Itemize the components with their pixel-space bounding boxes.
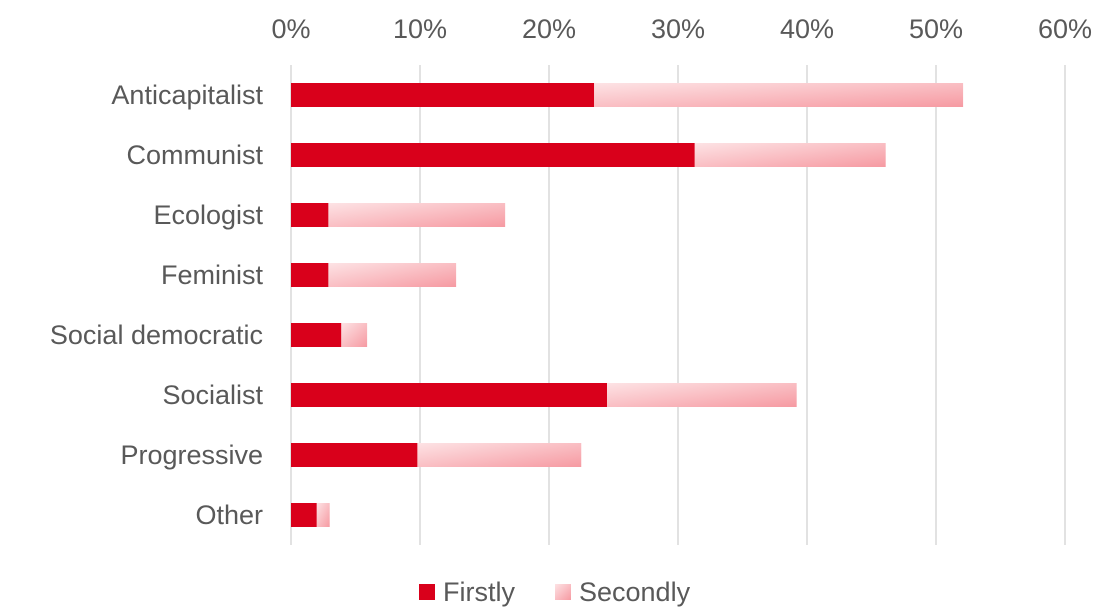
bar-firstly-communist — [291, 143, 695, 167]
bar-firstly-socialist — [291, 383, 608, 407]
bar-secondly-feminist — [328, 263, 457, 287]
bar-firstly-feminist — [291, 263, 329, 287]
category-label: Social democratic — [50, 320, 263, 350]
bar-firstly-social-democratic — [291, 323, 342, 347]
bar-secondly-socialist — [607, 383, 797, 407]
category-label: Communist — [126, 140, 263, 170]
bar-secondly-ecologist — [328, 203, 506, 227]
category-label: Anticapitalist — [111, 80, 263, 110]
bar-secondly-anticapitalist — [594, 83, 964, 107]
bar-firstly-ecologist — [291, 203, 329, 227]
x-axis-tick-labels: 0% 10% 20% 30% 40% 50% 60% — [271, 14, 1092, 44]
category-label: Progressive — [120, 440, 263, 470]
legend-label-firstly: Firstly — [443, 577, 515, 607]
category-label: Other — [195, 500, 263, 530]
x-tick-label: 10% — [393, 14, 447, 44]
x-tick-label: 40% — [780, 14, 834, 44]
bar-secondly-communist — [694, 143, 886, 167]
bar-firstly-other — [291, 503, 317, 527]
category-label: Socialist — [162, 380, 263, 410]
gridlines — [290, 65, 1066, 545]
x-tick-label: 20% — [522, 14, 576, 44]
x-tick-label: 30% — [651, 14, 705, 44]
legend-label-secondly: Secondly — [579, 577, 691, 607]
legend: Firstly Secondly — [419, 577, 691, 607]
category-label: Ecologist — [153, 200, 263, 230]
legend-swatch-firstly — [419, 584, 435, 600]
bar-secondly-social-democratic — [341, 323, 368, 347]
x-tick-label: 0% — [271, 14, 310, 44]
bar-firstly-progressive — [291, 443, 418, 467]
bar-secondly-other — [316, 503, 330, 527]
legend-swatch-secondly — [555, 584, 571, 600]
bar-firstly-anticapitalist — [291, 83, 595, 107]
bar-secondly-progressive — [417, 443, 582, 467]
x-tick-label: 50% — [909, 14, 963, 44]
bars — [291, 83, 964, 527]
category-label: Feminist — [161, 260, 264, 290]
category-labels: Anticapitalist Communist Ecologist Feminist… — [50, 80, 264, 530]
x-tick-label: 60% — [1038, 14, 1092, 44]
